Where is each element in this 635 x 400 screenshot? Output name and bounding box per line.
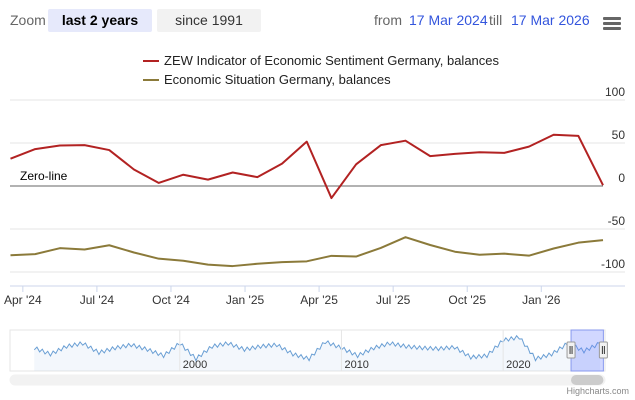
zero-line-label: Zero-line [20, 169, 68, 183]
y-tick-label: 50 [612, 128, 626, 142]
x-tick-label: Jul '24 [80, 293, 115, 307]
y-tick-label: 0 [618, 171, 625, 185]
x-tick-label: Jan '26 [522, 293, 561, 307]
legend-swatch [143, 59, 159, 62]
zoom-label: Zoom [10, 12, 46, 28]
legend-label: ZEW Indicator of Economic Sentiment Germ… [164, 53, 500, 68]
y-tick-label: 100 [605, 85, 625, 99]
handle-body [566, 341, 576, 359]
x-tick-label: Apr '25 [300, 293, 338, 307]
legend-swatch [143, 78, 159, 81]
x-tick-label: Oct '25 [448, 293, 486, 307]
x-tick-label: Jan '25 [226, 293, 265, 307]
y-tick-label: -100 [601, 257, 625, 271]
from-label: from [374, 12, 402, 28]
from-date-input[interactable]: 17 Mar 2024 [409, 12, 488, 28]
x-tick-label: Oct '24 [152, 293, 190, 307]
series-line-1 [10, 236, 604, 268]
hamburger-menu-icon[interactable] [603, 17, 621, 31]
legend-label: Economic Situation Germany, balances [164, 72, 391, 87]
x-tick-label: Apr '24 [4, 293, 42, 307]
navigator-x-label: 2010 [344, 359, 368, 371]
series-line-0 [10, 133, 604, 200]
legend-item-economic-situation[interactable]: Economic Situation Germany, balances [143, 72, 391, 87]
navigator-series-line [33, 334, 601, 362]
navigator-x-label: 2000 [183, 359, 207, 371]
navigator-area [34, 335, 601, 371]
navigator-left-handle[interactable] [566, 341, 576, 359]
zoom-last-2-years-button[interactable]: last 2 years [48, 9, 152, 32]
y-tick-label: -50 [608, 214, 626, 228]
legend-item-zew-sentiment[interactable]: ZEW Indicator of Economic Sentiment Germ… [143, 53, 499, 68]
till-label: till [489, 12, 503, 28]
zoom-since-1991-button[interactable]: since 1991 [157, 9, 261, 32]
navigator-right-handle[interactable] [598, 341, 608, 359]
x-tick-label: Jul '25 [376, 293, 411, 307]
navigator-x-label: 2020 [506, 359, 530, 371]
highcharts-credits[interactable]: Highcharts.com [566, 386, 629, 396]
navigator-selected-range [570, 329, 604, 372]
handle-body [598, 341, 608, 359]
navigator-scrollbar-track[interactable] [9, 374, 606, 386]
navigator-scrollbar-thumb[interactable] [571, 375, 604, 385]
till-date-input[interactable]: 17 Mar 2026 [511, 12, 590, 28]
